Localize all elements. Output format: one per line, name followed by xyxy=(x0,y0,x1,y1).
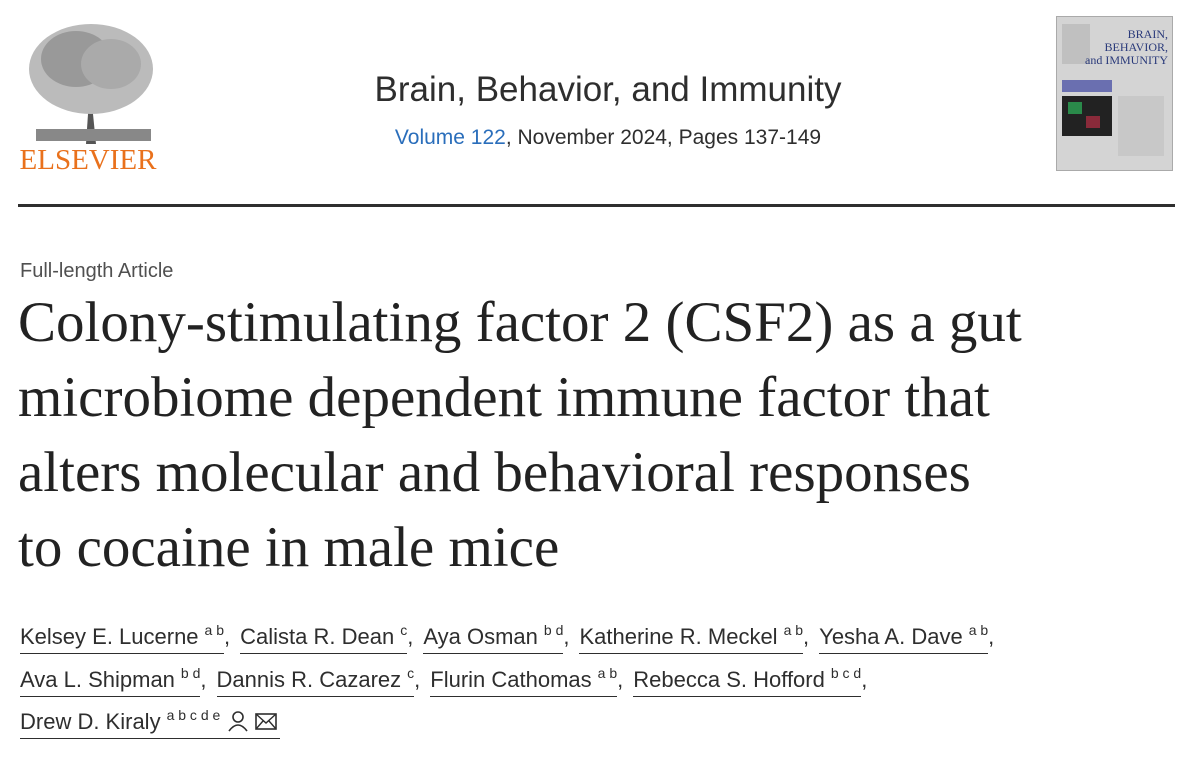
author-row: Ava L. Shipman b d, Dannis R. Cazarez c, Flu… xyxy=(20,665,877,697)
author-name: Rebecca S. Hofford xyxy=(633,667,825,692)
author[interactable]: Drew D. Kiraly a b c d e xyxy=(20,707,281,739)
author-name: Yesha A. Dave xyxy=(819,624,963,649)
separator: , xyxy=(988,624,995,649)
title-line: alters molecular and behavioral response… xyxy=(18,441,971,504)
affiliation: b d xyxy=(543,622,564,638)
affiliation: c xyxy=(400,622,408,638)
author[interactable]: Aya Osman b d xyxy=(423,622,564,654)
affiliation: b d xyxy=(180,665,201,681)
author[interactable]: Yesha A. Dave a b xyxy=(819,622,989,654)
title-line: to cocaine in male mice xyxy=(18,516,560,579)
separator: , xyxy=(563,624,570,649)
affiliation: a b c d e xyxy=(166,707,221,723)
separator: , xyxy=(803,624,810,649)
author[interactable]: Katherine R. Meckel a b xyxy=(579,622,804,654)
article-type: Full-length Article xyxy=(20,260,174,282)
title-line: Colony-stimulating factor 2 (CSF2) as a … xyxy=(18,291,1022,354)
author[interactable]: Flurin Cathomas a b xyxy=(430,665,618,697)
author-name: Calista R. Dean xyxy=(240,624,395,649)
contact-icons[interactable] xyxy=(226,709,280,735)
affiliation: a b xyxy=(968,622,989,638)
author-name: Drew D. Kiraly xyxy=(20,709,161,734)
author-row: Drew D. Kiraly a b c d e xyxy=(20,707,281,739)
separator: , xyxy=(414,667,421,692)
logo-text: ELSEVIER xyxy=(20,144,158,176)
issue-info: Volume 122, November 2024, Pages 137-149 xyxy=(0,126,1200,150)
cover-line: BEHAVIOR, xyxy=(1105,40,1168,54)
author-name: Dannis R. Cazarez xyxy=(216,667,402,692)
affiliation: a b xyxy=(204,622,225,638)
author-name: Aya Osman xyxy=(423,624,538,649)
affiliation: a b xyxy=(597,665,618,681)
author-name: Katherine R. Meckel xyxy=(579,624,778,649)
divider xyxy=(18,204,1175,207)
author-name: Kelsey E. Lucerne xyxy=(20,624,199,649)
volume-link[interactable]: Volume 122 xyxy=(394,126,506,149)
separator: , xyxy=(224,624,231,649)
separator: , xyxy=(200,667,207,692)
author[interactable]: Calista R. Dean c xyxy=(240,622,408,654)
journal-cover[interactable]: BRAIN, BEHAVIOR, and IMMUNITY xyxy=(1056,16,1174,172)
issue-details: , November 2024, Pages 137-149 xyxy=(505,126,822,149)
author[interactable]: Dannis R. Cazarez c xyxy=(216,665,415,697)
author[interactable]: Ava L. Shipman b d xyxy=(20,665,201,697)
separator: , xyxy=(617,667,624,692)
affiliation: a b xyxy=(783,622,804,638)
author[interactable]: Kelsey E. Lucerne a b xyxy=(20,622,225,654)
separator: , xyxy=(861,667,868,692)
author-name: Flurin Cathomas xyxy=(430,667,592,692)
cover-title: BRAIN, BEHAVIOR, and IMMUNITY xyxy=(1085,27,1168,67)
separator: , xyxy=(407,624,414,649)
affiliation: c xyxy=(407,665,415,681)
cover-line: BRAIN, xyxy=(1128,27,1168,41)
title-line: microbiome dependent immune factor that xyxy=(18,366,990,429)
affiliation: b c d xyxy=(830,665,862,681)
journal-title[interactable]: Brain, Behavior, and Immunity xyxy=(374,70,842,109)
author-row: Kelsey E. Lucerne a b, Calista R. Dean c, Ay… xyxy=(20,622,1004,654)
author[interactable]: Rebecca S. Hofford b c d xyxy=(633,665,862,697)
publisher-logo: ELSEVIER xyxy=(20,24,158,176)
author-name: Ava L. Shipman xyxy=(20,667,175,692)
cover-line: and IMMUNITY xyxy=(1085,53,1168,67)
